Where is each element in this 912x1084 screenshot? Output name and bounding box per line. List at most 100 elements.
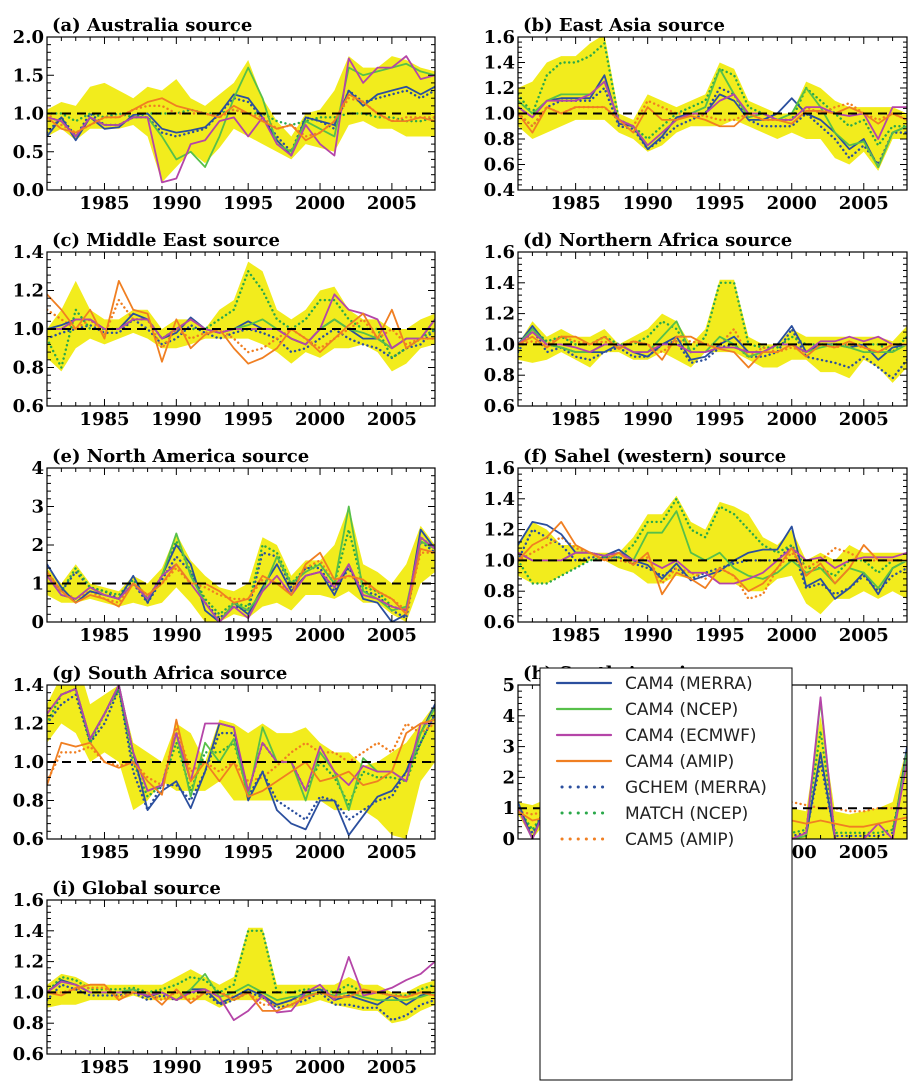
x-tick-label: 1985 [79,842,129,863]
x-tick-label: 1995 [223,193,273,214]
legend-box [539,667,793,1081]
x-tick-label: 1995 [223,1057,273,1078]
y-tick-label: 1.0 [13,982,44,1003]
x-tick-label: 2005 [839,193,889,214]
y-tick-label: 1.4 [13,921,44,942]
legend-label: CAM5 (AMIP) [625,830,734,850]
x-tick-label: 1990 [151,842,201,863]
series-gchem-merra [47,983,435,1022]
chart-panel-1: 0.0 0.5 1.0 1.5 2.0 1985 1990 1995 2000 2005 (a) A… [13,15,436,214]
chart-panel-4: 0.6 0.8 1.0 1.2 1.4 1.6 1985 1990 1995 2000 2005 (d… [484,230,908,430]
y-tick-label: 1.0 [13,752,44,773]
series-gchem-merra [518,327,907,380]
x-tick-label: 1985 [79,193,129,214]
series-cam4-amip [47,93,435,142]
series-cam4-amip [518,106,907,134]
x-tick-label: 2000 [295,409,345,430]
x-tick-label: 1990 [151,409,201,430]
series-cam4-amip [518,335,907,369]
x-tick-label: 1985 [551,625,601,646]
series-cam4-ncep [518,320,907,358]
y-tick-label: 0.8 [484,365,515,386]
series-cam4-ecmwf [518,331,907,354]
chart-panel-3: 0.6 0.8 1.0 1.2 1.4 1985 1990 1995 2000 2005 (c) M… [13,230,436,430]
series-match-ncep [518,42,907,147]
y-tick-label: 0 [502,829,515,850]
series-cam4-amip [47,547,435,616]
y-tick-label: 0.6 [13,1044,44,1065]
x-tick-label: 2005 [839,625,889,646]
y-tick-label: 2 [31,535,44,556]
y-tick-label: 4 [502,706,515,727]
axes-frame [46,899,436,1055]
plot-area [518,279,907,383]
y-tick-label: 0.5 [13,142,44,163]
panel-title: (f) Sahel (western) source [523,446,786,467]
y-tick-label: 0.8 [484,581,515,602]
y-tick-label: 0.6 [13,829,44,850]
legend-label: CAM4 (ECMWF) [625,726,757,746]
series-cam4-amip [47,279,435,365]
y-tick-label: 1.2 [484,520,515,541]
x-tick-label: 1995 [695,193,745,214]
x-tick-label: 1985 [79,1057,129,1078]
panel-title: (a) Australia source [52,15,252,36]
y-tick-label: 4 [31,458,44,479]
y-tick-label: 0.4 [484,180,515,201]
y-tick-label: 1.5 [13,65,44,86]
chart-panel-2: 0.4 0.6 0.8 1.0 1.2 1.4 1.6 1985 1990 1995 2000 200… [484,15,908,214]
y-tick-label: 0.8 [13,358,44,379]
y-tick-label: 1.2 [484,78,515,99]
chart-panel-7: 0.6 0.8 1.0 1.2 1.4 1985 1990 1995 2000 2005 (g) S… [13,663,436,863]
y-tick-label: 1 [31,574,44,595]
y-tick-label: 3 [31,497,44,518]
x-tick-label: 2000 [295,193,345,214]
y-tick-label: 2 [502,767,515,788]
series-match-ncep [518,497,907,585]
x-tick-label: 2005 [367,842,417,863]
y-tick-label: 0.6 [13,396,44,417]
y-tick-label: 1.6 [484,242,515,263]
panel-title: (b) East Asia source [523,15,725,36]
series-match-ncep [47,528,435,616]
x-tick-label: 1990 [151,1057,201,1078]
y-tick-label: 5 [502,675,515,696]
y-tick-label: 1.4 [484,53,515,74]
y-tick-label: 1 [502,798,515,819]
y-tick-label: 1.2 [484,304,515,325]
y-tick-label: 1.4 [484,489,515,510]
x-tick-label: 1990 [623,193,673,214]
y-tick-label: 0.6 [484,612,515,633]
series-cam4-merra [47,85,435,157]
x-tick-label: 2005 [367,625,417,646]
panel-title: (g) South Africa source [52,663,287,684]
x-tick-label: 2000 [767,625,817,646]
x-tick-label: 2000 [295,625,345,646]
y-tick-label: 0.8 [484,129,515,150]
y-tick-label: 2.0 [13,27,44,48]
legend-label: CAM4 (AMIP) [625,752,734,772]
legend-label: CAM4 (NCEP) [625,700,738,720]
y-tick-label: 0.6 [484,155,515,176]
x-tick-label: 2000 [295,1057,345,1078]
series-cam4-ecmwf [47,536,435,622]
series-cam5-amip [47,722,435,787]
plot-area [47,927,435,1024]
y-tick-label: 1.6 [484,27,515,48]
envelope-band [47,56,435,183]
x-tick-label: 1985 [551,409,601,430]
x-tick-label: 2005 [367,1057,417,1078]
y-tick-label: 1.6 [13,890,44,911]
legend-label: CAM4 (MERRA) [625,674,753,694]
x-tick-label: 1985 [79,625,129,646]
y-tick-label: 3 [502,737,515,758]
series-gchem-merra [518,528,907,596]
series-gchem-merra [518,86,907,166]
x-tick-label: 1985 [79,409,129,430]
y-tick-label: 1.2 [13,714,44,735]
series-cam4-ncep [518,67,907,168]
plot-area [47,261,435,372]
axes-frame [517,467,908,623]
